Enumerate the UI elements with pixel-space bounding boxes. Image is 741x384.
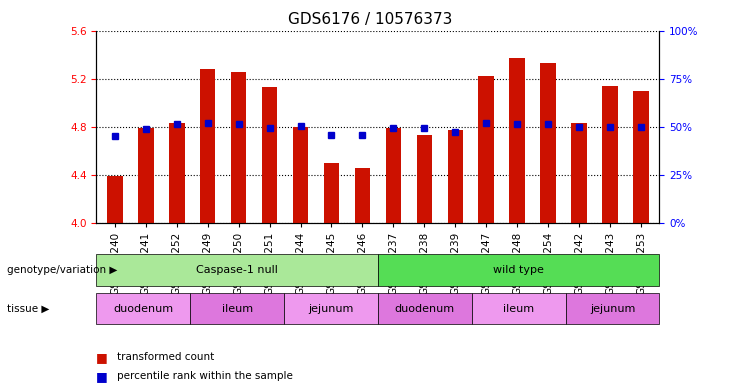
Bar — [416, 135, 432, 223]
Text: jejunum: jejunum — [590, 303, 635, 314]
Text: GDS6176 / 10576373: GDS6176 / 10576373 — [288, 12, 453, 26]
Bar — [448, 130, 463, 223]
Bar — [472, 293, 565, 324]
Bar — [169, 123, 185, 223]
Bar — [540, 63, 556, 223]
Bar — [284, 293, 378, 324]
Bar — [107, 176, 122, 223]
Text: ■: ■ — [96, 351, 108, 364]
Bar — [378, 254, 659, 286]
Bar — [378, 293, 472, 324]
Text: duodenum: duodenum — [113, 303, 173, 314]
Text: ■: ■ — [96, 370, 108, 383]
Bar — [634, 91, 648, 223]
Bar — [571, 123, 587, 223]
Bar — [231, 71, 247, 223]
Bar — [96, 293, 190, 324]
Bar — [509, 58, 525, 223]
Text: jejunum: jejunum — [308, 303, 353, 314]
Bar — [96, 254, 378, 286]
Text: ileum: ileum — [503, 303, 534, 314]
Text: percentile rank within the sample: percentile rank within the sample — [117, 371, 293, 381]
Text: transformed count: transformed count — [117, 352, 214, 362]
Bar — [479, 76, 494, 223]
Bar — [200, 69, 216, 223]
Bar — [355, 167, 370, 223]
Text: wild type: wild type — [494, 265, 544, 275]
Bar — [324, 163, 339, 223]
Bar — [138, 128, 153, 223]
Text: Caspase-1 null: Caspase-1 null — [196, 265, 278, 275]
Text: duodenum: duodenum — [395, 303, 455, 314]
Bar — [602, 86, 618, 223]
Text: tissue ▶: tissue ▶ — [7, 303, 50, 314]
Bar — [293, 127, 308, 223]
Text: genotype/variation ▶: genotype/variation ▶ — [7, 265, 118, 275]
Text: ileum: ileum — [222, 303, 253, 314]
Bar — [190, 293, 284, 324]
Bar — [262, 87, 277, 223]
Bar — [565, 293, 659, 324]
Bar — [385, 128, 401, 223]
